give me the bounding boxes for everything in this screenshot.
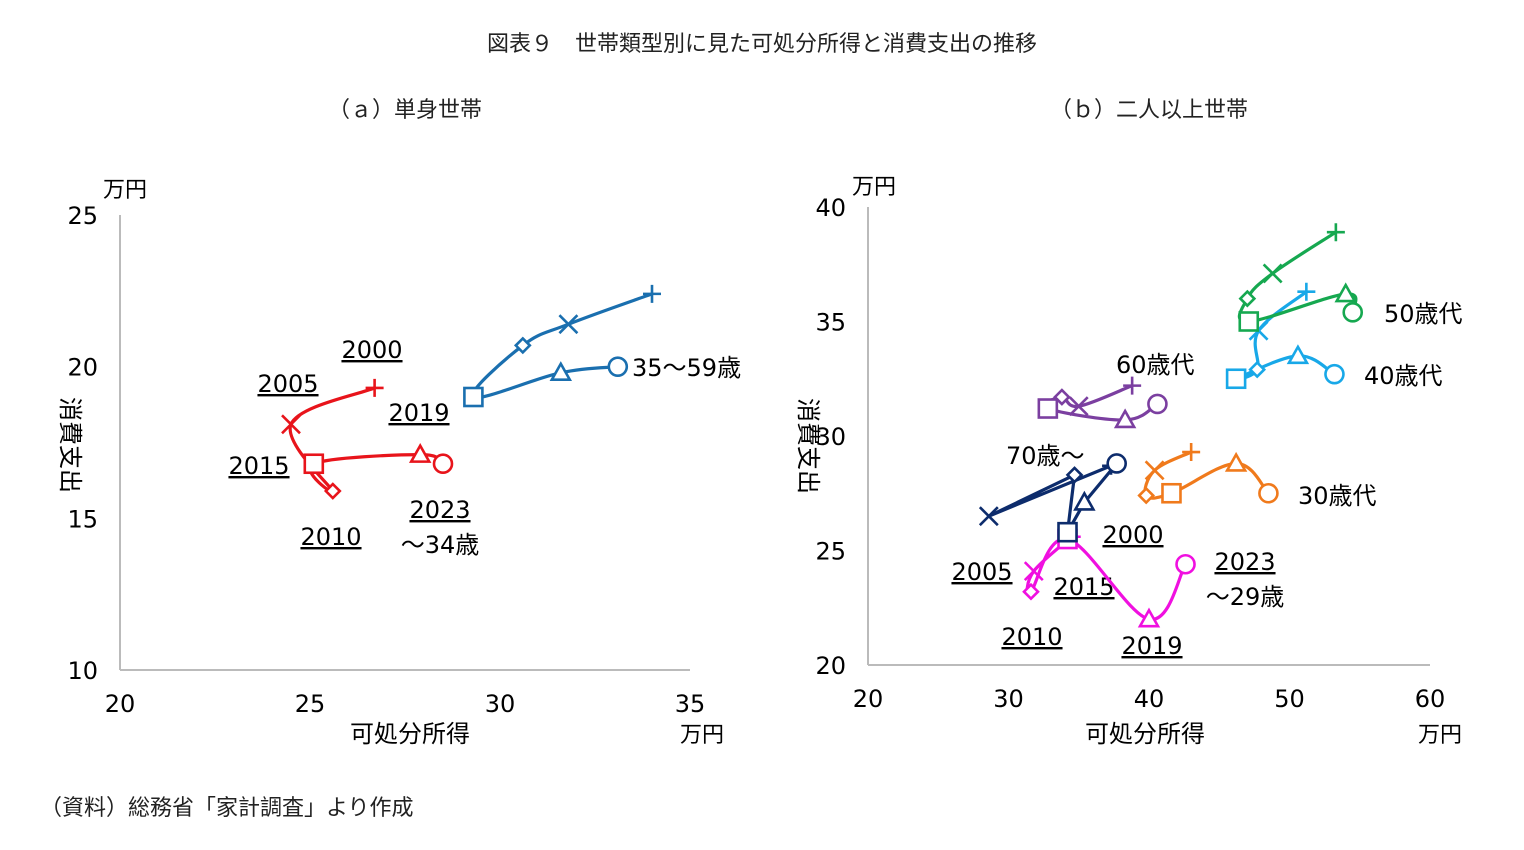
chart-a-y-tick: 20 (67, 354, 98, 382)
chart-b-point-2-2019 (1286, 344, 1310, 365)
chart-a-y-tick: 25 (67, 202, 98, 230)
chart-b-point-0-2019 (1137, 607, 1161, 628)
chart-a-point-1-2019 (549, 361, 573, 382)
chart-b-y-tick: 30 (815, 423, 846, 451)
chart-b-series-line-3 (1237, 230, 1358, 324)
chart-a-ylabel: 消費支出 (56, 397, 84, 493)
chart-b-annot-2005: 2005 (951, 558, 1012, 586)
chart-a-series-label-0: ～34歳 (401, 531, 480, 559)
chart-b-point-1-2000 (1182, 443, 1201, 462)
chart-a-x-unit: 万円 (680, 723, 724, 748)
chart-b-point-2-2015 (1225, 368, 1247, 390)
chart-a-series-label-1: 35～59歳 (632, 354, 741, 382)
chart-b-point-5-2019 (1073, 490, 1096, 511)
chart-a-point-1-2010 (513, 336, 532, 355)
chart-b-point-3-2023 (1342, 302, 1364, 323)
chart-b-point-3-2010 (1238, 289, 1257, 308)
chart-b-point-0-2005 (1023, 561, 1044, 582)
chart-b-point-1-2019 (1224, 451, 1248, 472)
chart-a-y-tick: 15 (67, 505, 98, 533)
source-note: （資料）総務省「家計調査」より作成 (40, 796, 414, 821)
chart-b-point-3-2015 (1238, 311, 1260, 332)
chart-b-series-line-5 (987, 461, 1119, 534)
chart-b-x-tick: 50 (1274, 685, 1305, 713)
chart-b-point-2-2023 (1324, 363, 1345, 385)
chart-b-point-5-2005 (978, 506, 999, 527)
chart-a-point-0-2019 (408, 442, 432, 463)
chart-a-point-0-2010 (323, 482, 342, 500)
chart-b-point-2-2000 (1297, 282, 1316, 301)
chart-b-point-3-2000 (1326, 223, 1345, 242)
chart-b-ylabel: 消費支出 (794, 398, 822, 494)
chart-a-point-1-2015 (463, 386, 484, 408)
chart-a-point-0-2015 (303, 453, 325, 475)
chart-b-x-tick: 30 (993, 685, 1024, 713)
chart-b-x-tick: 20 (853, 685, 884, 713)
chart-a-annot-2015: 2015 (228, 452, 289, 480)
chart-b-point-4-2010 (1053, 388, 1071, 406)
figure-title: 図表９ 世帯類型別に見た可処分所得と消費支出の推移 (486, 32, 1037, 57)
chart-a-x-tick: 35 (675, 690, 706, 718)
chart-a-y-unit: 万円 (103, 178, 147, 203)
chart-b-x-tick: 60 (1415, 685, 1446, 713)
chart-b-y-tick: 20 (815, 652, 846, 680)
chart-b-y-tick: 35 (815, 309, 846, 337)
chart-b-series-line-0 (1025, 535, 1188, 621)
chart-a-point-1-2000 (643, 284, 661, 303)
chart-b-point-0-2023 (1175, 553, 1196, 575)
chart-b-x-unit: 万円 (1418, 723, 1462, 748)
chart-a-series-line-1 (471, 292, 654, 400)
chart-a-point-0-2000 (365, 378, 384, 397)
chart-b-annot-2000: 2000 (1102, 521, 1163, 549)
chart-b-title: （ｂ）二人以上世帯 (1049, 98, 1248, 123)
chart-b-point-5-2015 (1057, 521, 1078, 543)
chart-b-point-5-2010 (1065, 466, 1084, 484)
chart-b-series-label-5: 70歳～ (1006, 442, 1085, 470)
chart-b-point-3-2005 (1262, 263, 1283, 284)
chart-a-x-tick: 30 (485, 690, 516, 718)
chart-a-x-tick: 20 (105, 690, 136, 718)
chart-b-point-2-2010 (1248, 360, 1267, 379)
chart-b-annot-2023: 2023 (1214, 548, 1275, 576)
chart-b-y-tick: 25 (815, 538, 846, 566)
chart-b-point-3-2019 (1334, 282, 1357, 303)
chart-b-point-1-2015 (1161, 482, 1182, 504)
chart-b-point-1-2010 (1137, 486, 1156, 505)
chart-a-point-0-2023 (432, 453, 454, 475)
chart-a-annot-2005: 2005 (257, 370, 318, 398)
chart-b-series-label-3: 50歳代 (1384, 300, 1463, 328)
chart-a-point-0-2005 (281, 414, 301, 435)
chart-b-point-0-2010 (1022, 582, 1040, 601)
chart-b-y-unit: 万円 (852, 175, 896, 200)
chart-a-annot-2019: 2019 (388, 399, 449, 427)
chart-b-series-label-0: ～29歳 (1206, 583, 1285, 611)
chart-a-annot-2023: 2023 (409, 496, 470, 524)
chart-b-point-4-2019 (1113, 408, 1137, 429)
chart-a-y-tick: 10 (67, 657, 98, 685)
chart-a-annot-2010: 2010 (300, 523, 361, 551)
chart-b-series-label-2: 40歳代 (1364, 362, 1443, 390)
chart-b-point-1-2005 (1144, 460, 1165, 481)
chart-b-annot-2019: 2019 (1121, 632, 1182, 660)
chart-a-point-1-2023 (607, 356, 629, 377)
chart-b-series-label-4: 60歳代 (1116, 351, 1195, 379)
chart-a-xlabel: 可処分所得 (350, 720, 470, 748)
chart-b-x-tick: 40 (1134, 685, 1165, 713)
chart-b-point-4-2023 (1147, 393, 1168, 415)
chart-b-annot-2010: 2010 (1001, 623, 1062, 651)
chart-b-series-label-1: 30歳代 (1298, 482, 1377, 510)
chart-a-annot-2000: 2000 (341, 336, 402, 364)
chart-b-point-4-2005 (1068, 396, 1089, 417)
chart-b-point-4-2015 (1037, 398, 1059, 419)
chart-a-point-1-2005 (558, 314, 579, 335)
chart-a-x-tick: 25 (295, 690, 326, 718)
chart-b-point-5-2023 (1106, 453, 1127, 474)
chart-a-title: （ａ）単身世帯 (327, 98, 482, 123)
chart-b-xlabel: 可処分所得 (1085, 720, 1205, 748)
chart-b-point-4-2000 (1123, 376, 1142, 395)
chart-b-annot-2015: 2015 (1053, 573, 1114, 601)
chart-b-y-tick: 40 (815, 194, 846, 222)
chart-b-point-1-2023 (1258, 482, 1279, 504)
